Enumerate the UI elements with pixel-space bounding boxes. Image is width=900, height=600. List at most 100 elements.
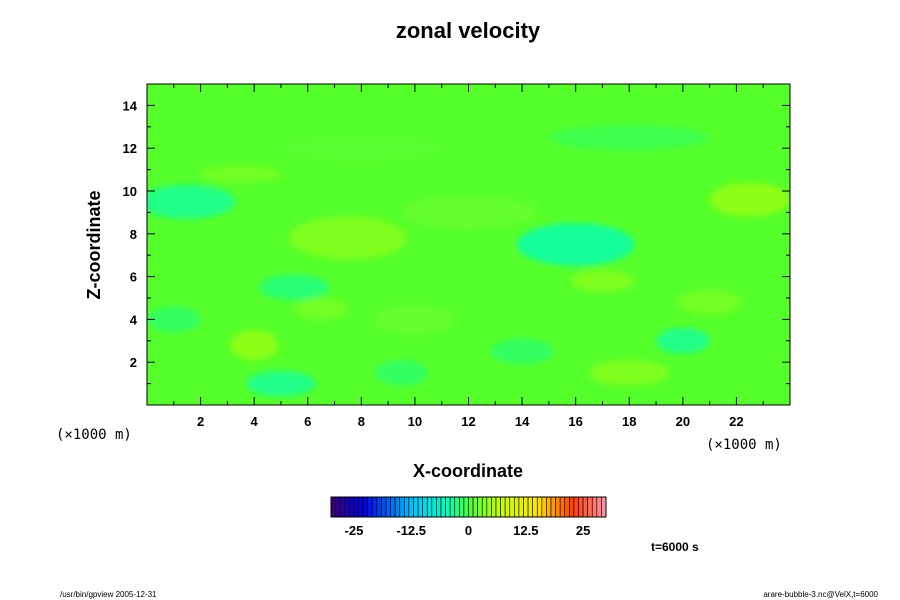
x-tick-label: 20	[676, 414, 690, 429]
colorbar-cell	[330, 496, 336, 518]
colorbar-cell	[514, 496, 520, 518]
colorbar-cell	[486, 496, 492, 518]
colorbar-cell	[436, 496, 442, 518]
velocity-anomaly	[288, 216, 407, 260]
y-tick-label: 10	[123, 184, 137, 199]
colorbar-cell	[495, 496, 501, 518]
colorbar-cell	[500, 496, 506, 518]
colorbar-cell	[491, 496, 497, 518]
y-axis-unit: (×1000 m)	[56, 427, 132, 443]
footer-right: arare-bubble-3.nc@VelX,t=6000	[763, 590, 878, 599]
colorbar-cell	[555, 496, 561, 518]
colorbar-cell	[449, 496, 456, 518]
velocity-anomaly	[548, 124, 710, 151]
colorbar-frame	[330, 496, 607, 518]
colorbar-cell	[404, 496, 410, 518]
colorbar-cell	[587, 496, 593, 518]
colorbar-cell	[573, 496, 579, 518]
colorbar-cell	[596, 496, 602, 518]
velocity-anomaly	[709, 182, 790, 217]
x-tick-label: 22	[729, 414, 743, 429]
velocity-anomaly	[294, 298, 348, 320]
colorbar: -25 -12.5 0 12.5 25	[330, 496, 607, 538]
x-tick-label: 12	[461, 414, 475, 429]
colorbar-cell	[509, 496, 515, 518]
colorbar-cell	[578, 496, 584, 518]
colorbar-cell	[518, 496, 524, 518]
colorbar-cell	[376, 496, 382, 518]
velocity-field	[147, 124, 790, 397]
y-tick-label: 14	[123, 98, 138, 113]
colorbar-cell	[541, 496, 547, 518]
velocity-anomaly	[401, 195, 536, 230]
colorbar-tick-label: 0	[465, 523, 472, 538]
velocity-anomaly	[589, 360, 670, 386]
colorbar-cell	[408, 496, 414, 518]
velocity-anomaly	[280, 137, 442, 159]
colorbar-cell	[353, 496, 359, 518]
colorbar-cell	[591, 496, 598, 518]
colorbar-cell	[417, 496, 423, 518]
colorbar-cell	[394, 496, 401, 518]
colorbar-cell	[546, 496, 552, 518]
velocity-anomaly	[677, 289, 742, 316]
colorbar-cell	[358, 496, 364, 518]
colorbar-ticks: -25 -12.5 0 12.5 25	[345, 523, 591, 538]
colorbar-tick-label: 25	[576, 523, 590, 538]
colorbar-cell	[523, 496, 529, 518]
y-tick-label: 6	[130, 270, 137, 285]
y-tick-label: 12	[123, 141, 137, 156]
x-tick-label: 14	[515, 414, 530, 429]
colorbar-cell	[468, 496, 474, 518]
velocity-anomaly	[259, 274, 330, 301]
colorbar-cell	[381, 496, 387, 518]
colorbar-cell	[390, 496, 396, 518]
colorbar-cell	[399, 496, 405, 518]
colorbar-cell	[481, 496, 488, 518]
colorbar-cell	[472, 496, 478, 518]
y-tick-label: 4	[130, 312, 138, 327]
colorbar-cell	[569, 496, 575, 518]
y-tick-label: 8	[130, 227, 137, 242]
colorbar-cell	[477, 496, 483, 518]
velocity-anomaly	[200, 165, 281, 183]
colorbar-tick-label: -25	[345, 523, 364, 538]
velocity-anomaly	[147, 184, 236, 219]
colorbar-cell	[344, 496, 350, 518]
chart-title: zonal velocity	[396, 18, 541, 43]
colorbar-cell	[532, 496, 538, 518]
y-axis-label: Z-coordinate	[84, 190, 104, 299]
x-tick-label: 4	[251, 414, 259, 429]
y-tick-label: 2	[130, 355, 137, 370]
x-axis-label: X-coordinate	[413, 461, 523, 481]
colorbar-cell	[385, 496, 391, 518]
colorbar-cell	[601, 496, 607, 518]
x-axis-unit: (×1000 m)	[706, 437, 782, 453]
colorbar-cell	[367, 496, 373, 518]
colorbar-cell	[504, 496, 511, 518]
velocity-anomaly	[374, 304, 456, 335]
colorbar-cell	[564, 496, 570, 518]
colorbar-cell	[335, 496, 341, 518]
colorbar-cell	[349, 496, 355, 518]
colorbar-cell	[536, 496, 543, 518]
x-tick-label: 10	[408, 414, 422, 429]
velocity-anomaly	[656, 327, 710, 354]
colorbar-tick-label: 12.5	[513, 523, 538, 538]
velocity-anomaly	[246, 370, 316, 397]
colorbar-cell	[454, 496, 460, 518]
velocity-anomaly	[374, 360, 429, 386]
colorbar-cell	[371, 496, 378, 518]
x-tick-label: 16	[568, 414, 582, 429]
x-tick-label: 18	[622, 414, 636, 429]
velocity-anomaly	[147, 306, 201, 333]
colorbar-cells	[330, 496, 607, 518]
colorbar-cell	[582, 496, 588, 518]
colorbar-cell	[527, 496, 533, 518]
time-annotation: t=6000 s	[651, 540, 699, 554]
colorbar-cell	[431, 496, 437, 518]
colorbar-cell	[445, 496, 451, 518]
